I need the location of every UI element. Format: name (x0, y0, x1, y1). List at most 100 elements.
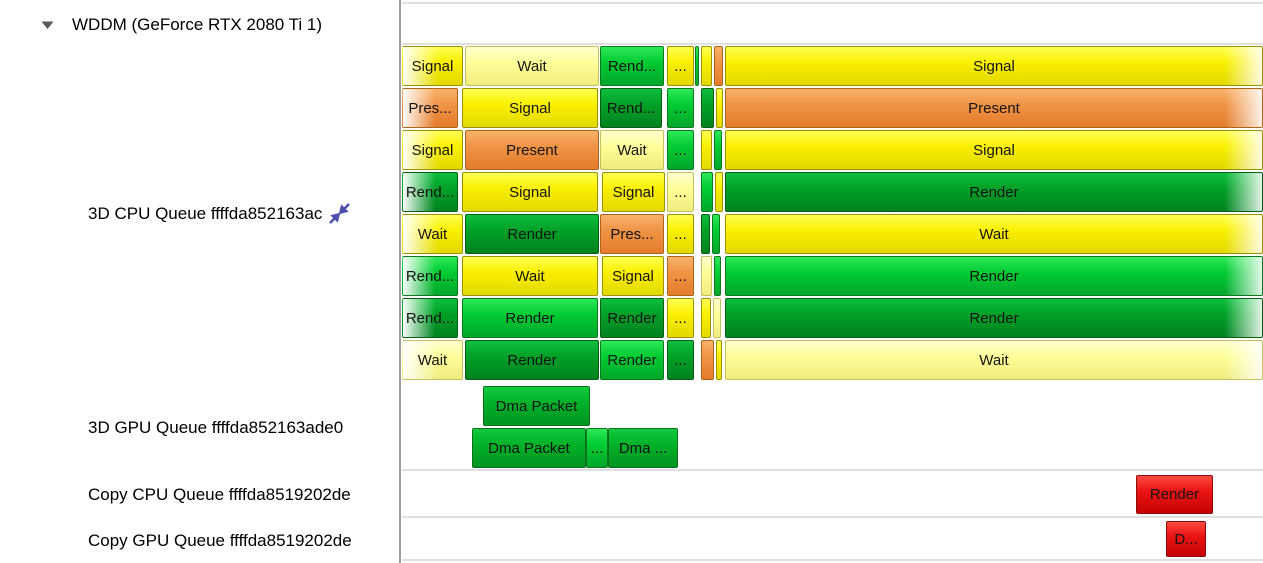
track-label-copy-cpu-queue[interactable]: Copy CPU Queue ffffda8519202de (88, 485, 351, 505)
block-label: Wait (417, 351, 448, 369)
track-label-3d-cpu-queue[interactable]: 3D CPU Queue ffffda852163ac (88, 202, 351, 225)
track-label-3d-gpu-queue[interactable]: 3D GPU Queue ffffda852163ade0 (88, 418, 343, 438)
block-label: ... (674, 351, 687, 369)
timeline-block-render[interactable]: Render (725, 298, 1263, 338)
block-label: ... (674, 99, 687, 117)
timeline-block-rend[interactable]: Rend... (600, 46, 664, 86)
expander-triangle-icon[interactable] (40, 20, 55, 30)
block-label: Rend... (606, 99, 656, 117)
timeline-block-wait[interactable]: Wait (402, 214, 463, 254)
block-label: Render (507, 225, 557, 243)
timeline-block-wait[interactable]: Wait (725, 340, 1263, 380)
timeline-block-render[interactable]: Render (725, 256, 1263, 296)
timeline-block-ellipsis[interactable]: ... (667, 88, 694, 128)
timeline-block-sliver[interactable] (716, 88, 723, 128)
block-label: Signal (509, 183, 551, 201)
timeline-block-present[interactable]: Present (725, 88, 1263, 128)
block-label: ... (590, 439, 604, 457)
timeline-block-d[interactable]: D... (1166, 521, 1206, 557)
timeline-block-signal[interactable]: Signal (725, 130, 1263, 170)
timeline-block-rend[interactable]: Rend... (402, 298, 458, 338)
timeline-block-rend[interactable]: Rend... (402, 172, 458, 212)
track-label-text: Copy GPU Queue ffffda8519202de (88, 531, 352, 550)
timeline-block-render[interactable]: Render (725, 172, 1263, 212)
timeline-block-sliver[interactable] (714, 130, 722, 170)
timeline-block-ellipsis[interactable]: ... (667, 130, 694, 170)
timeline-block-dma-packet[interactable]: Dma Packet (472, 428, 586, 468)
block-label: ... (674, 57, 687, 75)
track-label-copy-gpu-queue[interactable]: Copy GPU Queue ffffda8519202de (88, 531, 352, 551)
timeline-block-dma-packet[interactable]: Dma Packet (483, 386, 590, 426)
block-label: Rend... (405, 267, 455, 285)
timeline-block-render[interactable]: Render (465, 214, 599, 254)
timeline-block-render[interactable]: Render (600, 298, 664, 338)
timeline-block-render[interactable]: Render (600, 340, 664, 380)
timeline-block-signal[interactable]: Signal (402, 130, 463, 170)
timeline-block-sliver[interactable] (713, 298, 721, 338)
timeline-block-ellipsis[interactable]: ... (667, 172, 694, 212)
block-label: Wait (979, 351, 1009, 369)
timeline-block-render[interactable]: Render (465, 340, 599, 380)
timeline-block-sliver[interactable] (701, 172, 713, 212)
timeline-block-ellipsis[interactable]: ... (667, 214, 694, 254)
timeline-block-sliver[interactable] (701, 298, 711, 338)
timeline-block-signal[interactable]: Signal (602, 256, 664, 296)
timeline-block-sliver[interactable] (716, 340, 722, 380)
collapse-arrows-icon[interactable] (328, 202, 351, 225)
timeline-block-sliver[interactable] (701, 256, 712, 296)
block-label: Signal (973, 141, 1015, 159)
timeline-block-render[interactable]: Render (462, 298, 598, 338)
block-label: Render (969, 183, 1019, 201)
timeline-block-ellipsis[interactable]: ... (586, 428, 608, 468)
timeline-block-signal[interactable]: Signal (402, 46, 463, 86)
timeline-block-wait[interactable]: Wait (600, 130, 664, 170)
timeline-block-pres[interactable]: Pres... (402, 88, 458, 128)
block-label: Signal (612, 267, 654, 285)
block-label: Wait (517, 57, 547, 75)
row-separator-line (402, 559, 1263, 561)
timeline-block-signal[interactable]: Signal (602, 172, 665, 212)
block-label: Render (505, 309, 555, 327)
timeline-block-wait[interactable]: Wait (462, 256, 598, 296)
timeline-block-wait[interactable]: Wait (725, 214, 1263, 254)
timeline-block-signal[interactable]: Signal (462, 88, 598, 128)
block-label: D... (1174, 530, 1198, 548)
timeline-block-sliver[interactable] (701, 214, 710, 254)
timeline-block-wait[interactable]: Wait (402, 340, 463, 380)
timeline-block-ellipsis[interactable]: ... (667, 256, 694, 296)
timeline-block-render[interactable]: Render (1136, 475, 1213, 514)
row-separator-line (402, 2, 1263, 4)
timeline-block-sliver[interactable] (701, 88, 714, 128)
block-label: Render (607, 351, 657, 369)
timeline-block-rend[interactable]: Rend... (402, 256, 458, 296)
timeline-block-ellipsis[interactable]: ... (667, 46, 694, 86)
timeline-block-pres[interactable]: Pres... (600, 214, 664, 254)
block-label: Present (968, 99, 1020, 117)
timeline-block-rend[interactable]: Rend... (600, 88, 662, 128)
timeline-block-sliver[interactable] (701, 340, 714, 380)
block-label: Signal (411, 57, 454, 75)
timeline-block-signal[interactable]: Signal (725, 46, 1263, 86)
timeline-block-sliver[interactable] (701, 130, 712, 170)
block-label: ... (674, 225, 687, 243)
timeline-canvas: Signal Wait Rend...... Signal Pres... Signal R… (402, 0, 1263, 563)
block-label: Wait (515, 267, 545, 285)
timeline-block-sliver[interactable] (695, 46, 699, 86)
timeline-block-sliver[interactable] (712, 214, 720, 254)
block-label: Dma Packet (488, 439, 570, 457)
timeline-block-sliver[interactable] (715, 172, 723, 212)
wddm-group-header[interactable]: WDDM (GeForce RTX 2080 Ti 1) (40, 15, 322, 35)
timeline-block-sliver[interactable] (714, 46, 723, 86)
timeline-block-ellipsis[interactable]: ... (667, 298, 694, 338)
block-label: Rend... (405, 309, 455, 327)
panel-separator (399, 0, 401, 563)
block-label: Dma ... (618, 439, 668, 457)
timeline-block-present[interactable]: Present (465, 130, 599, 170)
timeline-block-signal[interactable]: Signal (462, 172, 598, 212)
timeline-block-sliver[interactable] (714, 256, 721, 296)
block-label: ... (674, 267, 687, 285)
timeline-block-dma[interactable]: Dma ... (608, 428, 678, 468)
timeline-block-ellipsis[interactable]: ... (667, 340, 694, 380)
timeline-block-sliver[interactable] (701, 46, 712, 86)
timeline-block-wait[interactable]: Wait (465, 46, 599, 86)
